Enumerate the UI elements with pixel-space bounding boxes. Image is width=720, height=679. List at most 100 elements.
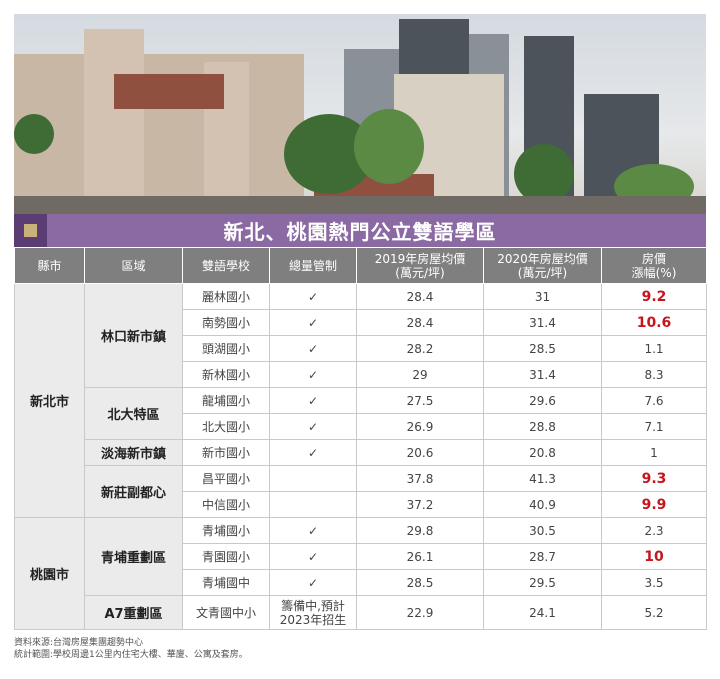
rise-cell: 8.3 — [601, 361, 707, 388]
price-2020-cell: 28.8 — [483, 413, 602, 440]
price-2020-cell: 31.4 — [483, 309, 602, 336]
table-row: 青園國小 ✓ 26.1 28.7 10 — [15, 543, 707, 570]
col-control: 總量管制 — [269, 247, 357, 284]
school-photo — [14, 14, 706, 214]
school-cell: 麗林國小 — [182, 283, 270, 310]
control-cell: ✓ — [269, 283, 357, 310]
col-price-2019: 2019年房屋均價 (萬元/坪) — [356, 247, 484, 284]
col-price-2020: 2020年房屋均價 (萬元/坪) — [483, 247, 602, 284]
control-cell — [269, 465, 357, 492]
table-row: 北大特區 龍埔國小 ✓ 27.5 29.6 7.6 — [15, 387, 707, 440]
school-cell: 新市國小 — [182, 439, 270, 466]
title-bar: 新北、桃園熱門公立雙語學區 — [14, 214, 706, 247]
table-row: 新莊副都心 昌平國小 37.8 41.3 9.3 — [15, 465, 707, 518]
footer-notes: 資料來源:台灣房屋集團趨勢中心 統計範圍:學校周邊1公里內住宅大樓、華廈、公寓及… — [14, 637, 706, 661]
control-cell: ✓ — [269, 569, 357, 596]
rise-cell: 3.5 — [601, 569, 707, 596]
table-row: 頭湖國小 ✓ 28.2 28.5 1.1 — [15, 335, 707, 362]
price-2020-cell: 29.6 — [483, 387, 602, 414]
table-row: 新林國小 ✓ 29 31.4 8.3 — [15, 361, 707, 388]
rise-cell: 10 — [601, 543, 707, 570]
rise-cell: 5.2 — [601, 595, 707, 630]
price-2020-cell: 28.5 — [483, 335, 602, 362]
rise-cell: 1.1 — [601, 335, 707, 362]
price-2019-cell: 28.2 — [356, 335, 484, 362]
price-2019-cell: 37.8 — [356, 465, 484, 492]
page-title: 新北、桃園熱門公立雙語學區 — [223, 220, 497, 244]
school-cell: 頭湖國小 — [182, 335, 270, 362]
school-cell: 新林國小 — [182, 361, 270, 388]
control-cell: ✓ — [269, 413, 357, 440]
price-2019-cell: 27.5 — [356, 387, 484, 414]
control-cell — [269, 491, 357, 518]
school-cell: 龍埔國小 — [182, 387, 270, 414]
rise-cell: 9.9 — [601, 491, 707, 518]
data-table: 縣市 區域 雙語學校 總量管制 2019年房屋均價 (萬元/坪) 2020年房屋均… — [14, 247, 707, 630]
price-2019-cell: 20.6 — [356, 439, 484, 466]
price-2020-cell: 29.5 — [483, 569, 602, 596]
price-2019-cell: 26.1 — [356, 543, 484, 570]
control-cell: ✓ — [269, 517, 357, 544]
table-row: 南勢國小 ✓ 28.4 31.4 10.6 — [15, 309, 707, 336]
table-row: 北大國小 ✓ 26.9 28.8 7.1 — [15, 413, 707, 440]
infographic: 新北、桃園熱門公立雙語學區 縣市 區域 雙語學校 總量管制 2019年房屋均價(… — [14, 14, 707, 661]
price-2020-cell: 20.8 — [483, 439, 602, 466]
table-row: 桃園市 青埔重劃區 青埔國小 ✓ 29.8 30.5 2.3 — [14, 517, 707, 630]
area-cell: 林口新市鎮 — [84, 283, 183, 388]
title-square-icon — [14, 214, 47, 247]
table-row: 淡海新市鎮 新市國小 ✓ 20.6 20.8 1 — [15, 439, 707, 466]
school-cell: 文青國中小 — [182, 595, 270, 630]
price-2020-cell: 30.5 — [483, 517, 602, 544]
control-cell: ✓ — [269, 387, 357, 414]
rise-cell: 9.3 — [601, 465, 707, 492]
price-2019-cell: 28.4 — [356, 309, 484, 336]
control-cell: 籌備中,預計 2023年招生 — [269, 595, 357, 630]
col-city: 縣市 — [14, 247, 85, 284]
price-2020-cell: 24.1 — [483, 595, 602, 630]
col-school: 雙語學校 — [182, 247, 270, 284]
control-cell: ✓ — [269, 361, 357, 388]
scope-note: 統計範圍:學校周邊1公里內住宅大樓、華廈、公寓及套房。 — [14, 650, 248, 660]
price-2019-cell: 37.2 — [356, 491, 484, 518]
table-row: 青埔國中 ✓ 28.5 29.5 3.5 — [15, 569, 707, 596]
school-cell: 北大國小 — [182, 413, 270, 440]
price-2019-cell: 28.5 — [356, 569, 484, 596]
control-cell: ✓ — [269, 335, 357, 362]
rise-cell: 7.6 — [601, 387, 707, 414]
area-cell: A7重劃區 — [84, 595, 183, 630]
price-2020-cell: 41.3 — [483, 465, 602, 492]
control-cell: ✓ — [269, 543, 357, 570]
rise-cell: 10.6 — [601, 309, 707, 336]
area-cell: 淡海新市鎮 — [84, 439, 183, 466]
col-rise: 房價 漲幅(%) — [601, 247, 707, 284]
source-note: 資料來源:台灣房屋集團趨勢中心 — [14, 638, 144, 648]
price-2019-cell: 22.9 — [356, 595, 484, 630]
price-2020-cell: 40.9 — [483, 491, 602, 518]
rise-cell: 2.3 — [601, 517, 707, 544]
price-2019-cell: 28.4 — [356, 283, 484, 310]
control-cell: ✓ — [269, 439, 357, 466]
area-cell: 北大特區 — [84, 387, 183, 440]
col-area: 區域 — [84, 247, 183, 284]
table-header-row: 縣市 區域 雙語學校 總量管制 2019年房屋均價 (萬元/坪) 2020年房屋均… — [14, 247, 707, 284]
school-cell: 青埔國中 — [182, 569, 270, 596]
table-row: A7重劃區 文青國中小 籌備中,預計 2023年招生 22.9 24.1 5.2 — [15, 595, 707, 630]
school-cell: 青園國小 — [182, 543, 270, 570]
table-row: 新北市 林口新市鎮 麗林國小 ✓ 28.4 31 9.2 — [14, 283, 707, 518]
school-cell: 南勢國小 — [182, 309, 270, 336]
price-2020-cell: 28.7 — [483, 543, 602, 570]
school-cell: 青埔國小 — [182, 517, 270, 544]
city-cell: 桃園市 — [14, 517, 85, 630]
rise-cell: 9.2 — [601, 283, 707, 310]
price-2019-cell: 26.9 — [356, 413, 484, 440]
price-2019-cell: 29 — [356, 361, 484, 388]
school-cell: 中信國小 — [182, 491, 270, 518]
school-cell: 昌平國小 — [182, 465, 270, 492]
rise-cell: 7.1 — [601, 413, 707, 440]
city-cell: 新北市 — [14, 283, 85, 518]
area-cell: 新莊副都心 — [84, 465, 183, 518]
area-cell: 青埔重劃區 — [84, 517, 183, 596]
rise-cell: 1 — [601, 439, 707, 466]
price-2020-cell: 31 — [483, 283, 602, 310]
control-cell: ✓ — [269, 309, 357, 336]
